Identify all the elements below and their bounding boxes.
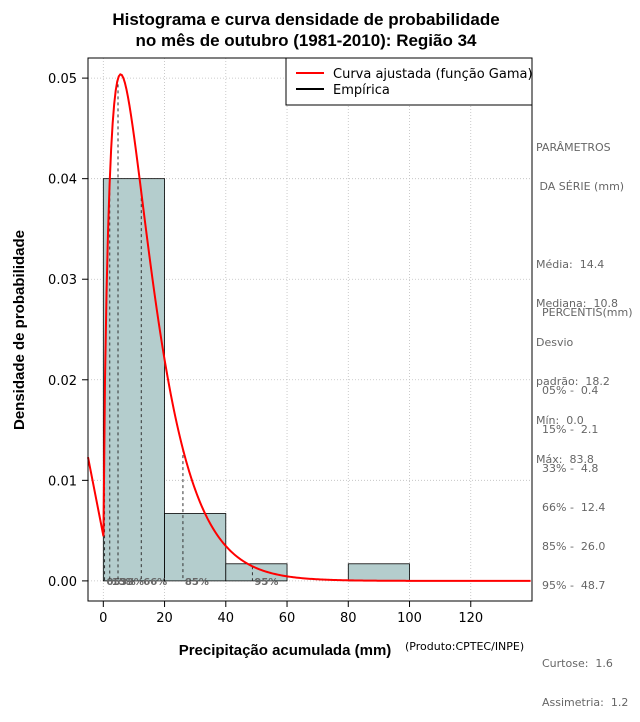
series-parameters-panel: PARÂMETROS DA SÉRIE (mm) Média: 14.4 Med… [536, 115, 624, 479]
x-axis-label: Precipitação acumulada (mm) [179, 642, 392, 659]
params-title-line-2: DA SÉRIE (mm) [536, 180, 625, 193]
y-tick-label: 0.00 [48, 575, 77, 590]
percentile-label-95: 95% [254, 577, 278, 588]
histogram-bar [347, 563, 410, 582]
histogram-bar [102, 178, 165, 582]
percentile-lines: 05%15%33% 66% 85% 95% [104, 78, 278, 588]
y-tick-label: 0.03 [48, 273, 77, 288]
y-tick-label: 0.04 [48, 173, 77, 188]
percentile-33: 33% - 4.8 [542, 462, 599, 475]
skewness: Assimetria: 1.2 [542, 696, 629, 709]
legend-label-curve: Curva ajustada (função Gama) [333, 67, 533, 82]
param-stddev: padrão: 18.2 [536, 375, 610, 388]
y-tick-label: 0.02 [48, 374, 77, 389]
param-min: Mín: 0.0 [536, 414, 584, 427]
percentile-label-15: 15% [112, 577, 136, 588]
percentile-05: 05% - 0.4 [542, 384, 599, 397]
y-tick-label: 0.01 [48, 474, 77, 489]
histogram-bar [225, 563, 288, 582]
param-stddev-label: Desvio [536, 336, 574, 349]
legend-box [285, 57, 533, 106]
y-axis-ticks: 0.00 0.01 0.02 0.03 0.04 0.05 [48, 72, 88, 590]
percentile-15: 15% - 2.1 [542, 423, 599, 436]
param-median: Mediana: 10.8 [536, 297, 618, 310]
chart-title-line-2: no mês de outubro (1981-2010): Região 34 [135, 31, 477, 50]
histogram-chart: Histograma e curva densidade de probabil… [11, 10, 533, 659]
percentile-label-85: 85% [185, 577, 209, 588]
x-tick-label: 20 [156, 611, 173, 626]
percentile-95: 95% - 48.7 [542, 579, 606, 592]
legend: Curva ajustada (função Gama) Empírica [285, 57, 533, 106]
x-tick-label: 60 [279, 611, 296, 626]
product-credit: (Produto:CPTEC/INPE) [405, 640, 524, 653]
histogram-bars [102, 178, 410, 582]
param-max: Máx: 83.8 [536, 453, 594, 466]
param-mean: Média: 14.4 [536, 258, 605, 271]
percentiles-panel: PERCENTIS(mm) 05% - 0.4 15% - 2.1 33% - … [542, 280, 633, 722]
histogram-bar [164, 513, 227, 582]
kurtosis: Curtose: 1.6 [542, 657, 613, 670]
fitted-gamma-curve [87, 73, 531, 582]
percentile-label-66: 66% [143, 577, 167, 588]
percentile-85: 85% - 26.0 [542, 540, 606, 553]
x-axis-ticks: 0 20 40 60 80 100 120 [99, 601, 483, 626]
y-tick-label: 0.05 [48, 72, 77, 87]
percentiles-title: PERCENTIS(mm) [542, 306, 633, 319]
x-tick-label: 0 [99, 611, 107, 626]
percentile-label-05: 05% [107, 577, 131, 588]
x-tick-label: 100 [397, 611, 422, 626]
percentile-66: 66% - 12.4 [542, 501, 606, 514]
chart-title-line-1: Histograma e curva densidade de probabil… [112, 10, 499, 29]
params-title-line-1: PARÂMETROS [536, 141, 611, 154]
x-tick-label: 80 [340, 611, 357, 626]
percentile-label-33: 33% [120, 577, 144, 588]
y-axis-label: Densidade de probabilidade [11, 230, 28, 430]
legend-label-empirical: Empírica [333, 83, 390, 98]
x-tick-label: 40 [218, 611, 235, 626]
x-tick-label: 120 [458, 611, 483, 626]
